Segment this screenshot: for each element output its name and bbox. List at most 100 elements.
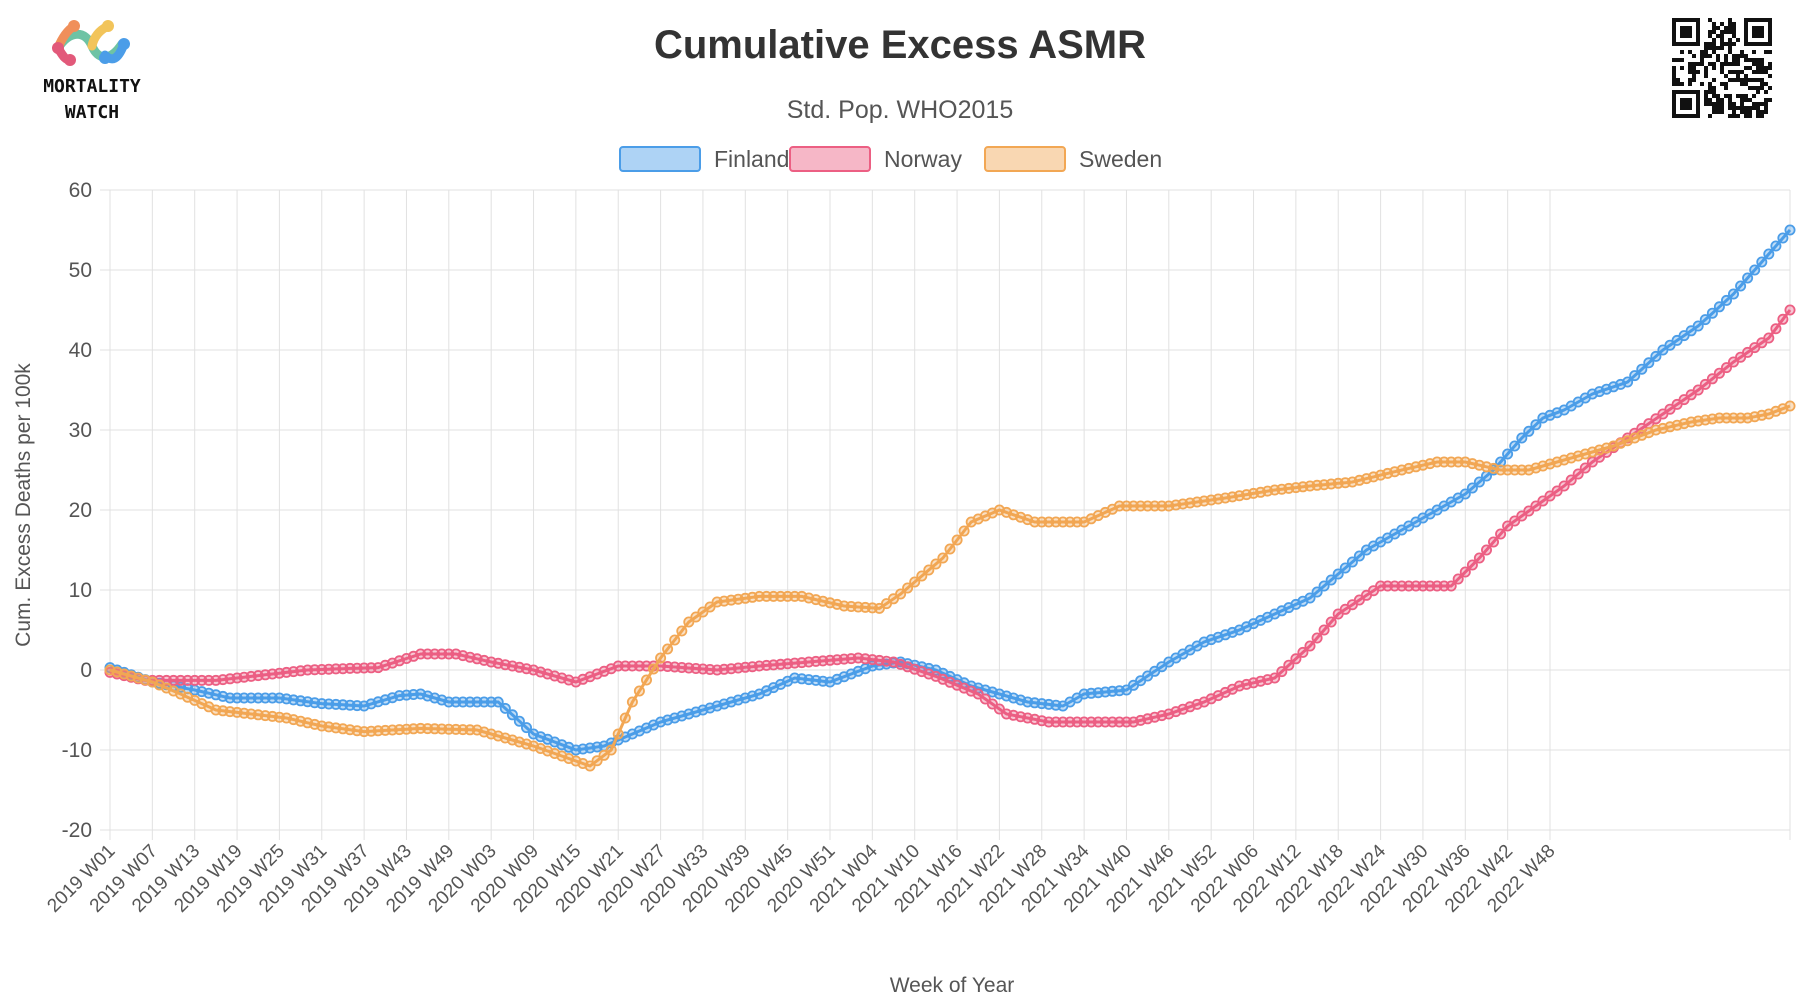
data-point [499, 702, 511, 714]
data-point [521, 722, 533, 734]
data-point [1339, 562, 1351, 574]
data-point [492, 696, 504, 708]
data-point [1332, 568, 1344, 580]
data-point [1749, 264, 1761, 276]
legend-item-sweden[interactable]: Sweden [984, 146, 1162, 172]
data-point [958, 525, 970, 537]
data-point [1721, 294, 1733, 306]
data-point [1276, 666, 1288, 678]
data-point [1721, 362, 1733, 374]
series-finland [104, 224, 1796, 756]
data-point [1466, 559, 1478, 571]
data-point [591, 755, 603, 767]
data-point [944, 543, 956, 555]
legend-label: Norway [884, 146, 962, 172]
y-tick-label: 50 [69, 259, 92, 282]
data-point [626, 696, 638, 708]
data-point [1770, 323, 1782, 335]
data-point [1636, 363, 1648, 375]
data-point [648, 663, 660, 675]
data-point [633, 685, 645, 697]
data-point [1544, 490, 1556, 502]
y-axis-title: Cum. Excess Deaths per 100k [12, 363, 35, 647]
data-point [1353, 550, 1365, 562]
series-line-sweden [109, 404, 1791, 768]
data-point [1742, 272, 1754, 284]
data-point [979, 693, 991, 705]
legend-item-norway[interactable]: Norway [789, 146, 962, 172]
logo-line1: MORTALITY [43, 76, 141, 97]
data-point [1346, 556, 1358, 568]
data-point [598, 749, 610, 761]
data-point [676, 625, 688, 637]
data-point [1283, 659, 1295, 671]
data-point [1565, 474, 1577, 486]
y-tick-label: -20 [62, 819, 92, 842]
y-axis-ticks: -20 -10 0 10 20 30 40 50 60 [62, 179, 92, 842]
legend-item-finland[interactable]: Finland [619, 146, 789, 172]
legend-swatch [984, 146, 1066, 172]
data-point [1495, 528, 1507, 540]
series-line-norway [109, 309, 1792, 724]
series-layer [104, 224, 1796, 772]
legend-label: Sweden [1079, 146, 1162, 172]
data-point [993, 703, 1005, 715]
data-point [1318, 580, 1330, 592]
data-point [1509, 515, 1521, 527]
data-point [1502, 520, 1514, 532]
data-point [1304, 592, 1316, 604]
data-point [1516, 432, 1528, 444]
chart-title: Cumulative Excess ASMR [654, 23, 1146, 67]
data-point [1318, 624, 1330, 636]
data-point [1572, 468, 1584, 480]
data-point [1629, 370, 1641, 382]
logo-line2: WATCH [65, 102, 119, 123]
data-point [612, 728, 624, 740]
data-point [1297, 646, 1309, 658]
data-point [1304, 640, 1316, 652]
data-point [1763, 332, 1775, 344]
y-tick-label: 20 [69, 499, 92, 522]
data-point [1495, 456, 1507, 468]
data-point [951, 534, 963, 546]
data-point [1777, 313, 1789, 325]
data-point [1713, 367, 1725, 379]
data-point [683, 616, 695, 628]
data-point [1459, 566, 1471, 578]
data-point [1784, 224, 1796, 236]
data-point [1692, 320, 1704, 332]
data-point [1763, 248, 1775, 260]
data-point [1459, 488, 1471, 500]
data-point [1777, 232, 1789, 244]
data-point [1325, 616, 1337, 628]
data-point [1643, 357, 1655, 369]
data-point [1311, 632, 1323, 644]
data-point [1713, 301, 1725, 313]
data-point [1311, 586, 1323, 598]
data-point [1622, 376, 1634, 388]
data-point [1706, 373, 1718, 385]
data-point [1445, 580, 1457, 592]
data-point [895, 588, 907, 600]
data-point [1650, 350, 1662, 362]
chart-subtitle: Std. Pop. WHO2015 [787, 96, 1014, 124]
qr-code-icon [1672, 18, 1772, 118]
y-tick-label: 10 [69, 579, 92, 602]
data-point [1692, 384, 1704, 396]
data-point [1502, 448, 1514, 460]
data-point [972, 688, 984, 700]
data-point [1466, 482, 1478, 494]
data-point [641, 674, 653, 686]
data-point [1473, 552, 1485, 564]
data-point [1558, 480, 1570, 492]
data-point [930, 558, 942, 570]
data-point [506, 709, 518, 721]
y-tick-label: 0 [80, 659, 92, 682]
data-point [1784, 400, 1796, 412]
x-axis-title: Week of Year [890, 974, 1015, 997]
data-point [1488, 536, 1500, 548]
data-point [1706, 307, 1718, 319]
data-point [1579, 462, 1591, 474]
